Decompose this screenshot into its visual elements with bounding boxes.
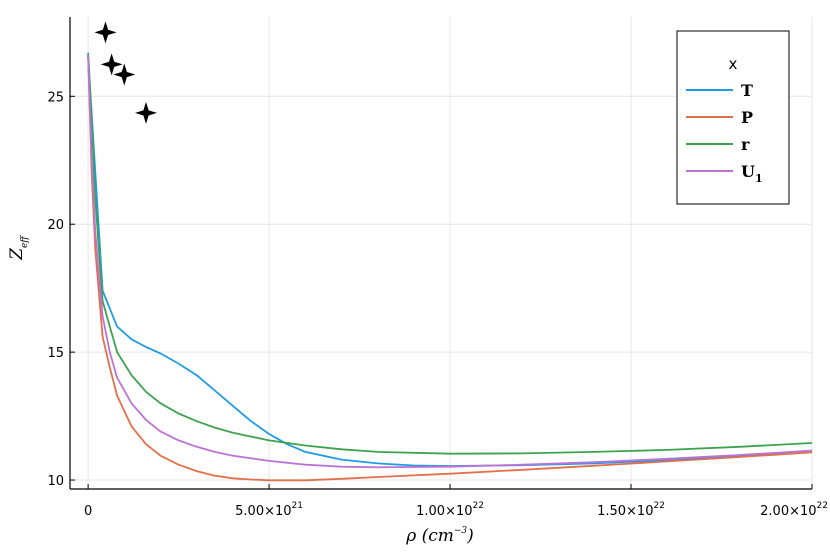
legend-label-0: T (741, 81, 753, 100)
x-tick-labels: 0 5.00×1021 1.00×1022 1.50×1022 2.00×1022 (84, 501, 828, 519)
series-lines (87, 52, 813, 482)
star-marker-0 (94, 21, 117, 44)
y-tick-label-0: 10 (47, 474, 64, 489)
x-tick-label-0: 0 (84, 504, 92, 519)
y-tick-labels: 10 15 20 25 (47, 90, 64, 489)
series-line-r (87, 52, 813, 455)
y-axis-label: Zeff (7, 235, 30, 261)
x-tick-label-4: 2.00×1022 (760, 501, 828, 519)
legend-label-2: r (741, 135, 750, 154)
x-tick-label-3: 1.50×1022 (597, 501, 665, 519)
legend-title: x (729, 55, 738, 73)
series-line-p (87, 55, 813, 482)
x-tick-label-2: 1.00×1022 (416, 501, 484, 519)
star-marker-2 (113, 63, 136, 86)
y-tick-label-2: 20 (47, 218, 64, 233)
x-axis-label: ρ (cm−3) (405, 526, 474, 546)
legend-label-1: P (741, 108, 753, 127)
legend: x TPr U1 (676, 30, 790, 205)
y-tick-label-1: 15 (47, 346, 64, 361)
y-tick-label-3: 25 (47, 90, 64, 105)
star-marker-3 (135, 101, 158, 124)
legend-label-3: U1 (741, 162, 763, 185)
star-markers (94, 21, 158, 124)
axes-frame (69, 17, 813, 490)
series-line-u1 (87, 55, 813, 469)
star-marker-1 (100, 53, 123, 76)
x-tick-label-1: 5.00×1021 (235, 501, 303, 519)
